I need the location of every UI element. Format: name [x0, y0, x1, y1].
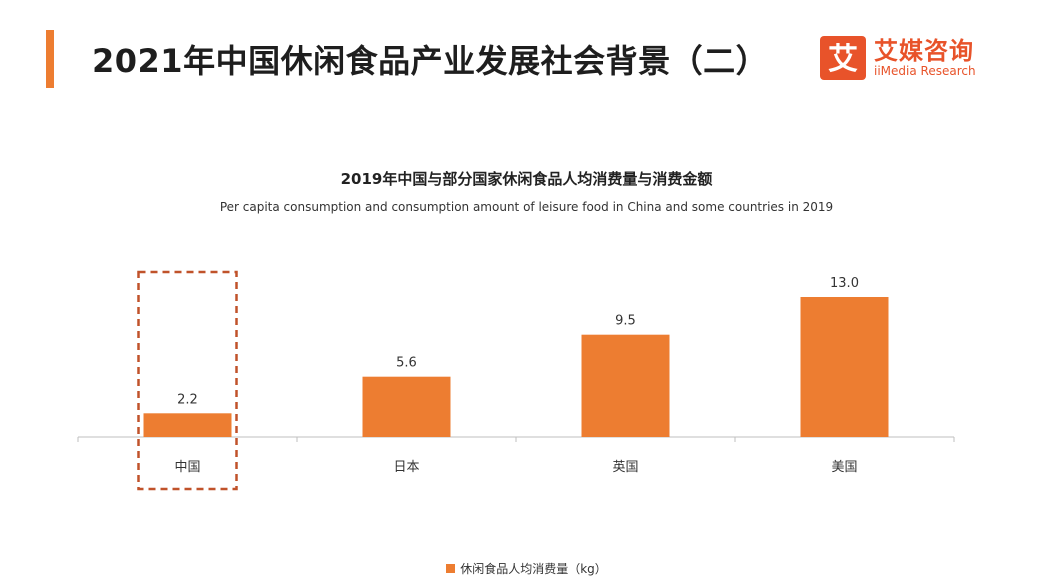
- logo-text: 艾媒咨询 iiMedia Research: [874, 38, 976, 78]
- page-title: 2021年中国休闲食品产业发展社会背景（二）: [92, 42, 769, 80]
- chart-legend: 休闲食品人均消费量（kg）: [0, 560, 1053, 577]
- title-accent-bar: [46, 30, 54, 88]
- bar-3: [800, 297, 889, 437]
- logo-name-cn: 艾媒咨询: [874, 37, 974, 65]
- chart-subtitle: Per capita consumption and consumption a…: [219, 200, 834, 214]
- logo-mark-glyph: 艾: [828, 42, 858, 77]
- x-tick-label-1: 日本: [393, 460, 419, 475]
- bar-1: [362, 376, 451, 437]
- highlight-box: [137, 270, 238, 491]
- data-label-3: 13.0: [830, 276, 859, 291]
- x-tick-label-0: 中国: [174, 460, 200, 475]
- x-tick-label-3: 美国: [831, 460, 857, 475]
- x-tick-label-2: 英国: [612, 460, 638, 475]
- logo-name-en: iiMedia Research: [874, 64, 976, 78]
- legend-label: 休闲食品人均消费量（kg）: [460, 562, 607, 576]
- legend-swatch: [446, 564, 456, 573]
- data-label-0: 2.2: [177, 392, 198, 407]
- bar-2: [581, 334, 670, 437]
- iimedia-logo: 艾 艾媒咨询 iiMedia Research: [820, 34, 976, 82]
- bar-0: [143, 413, 232, 437]
- chart-title: 2019年中国与部分国家休闲食品人均消费量与消费金额: [340, 170, 713, 188]
- data-label-1: 5.6: [396, 356, 417, 371]
- logo-mark-icon: 艾: [820, 36, 866, 80]
- data-label-2: 9.5: [615, 314, 636, 329]
